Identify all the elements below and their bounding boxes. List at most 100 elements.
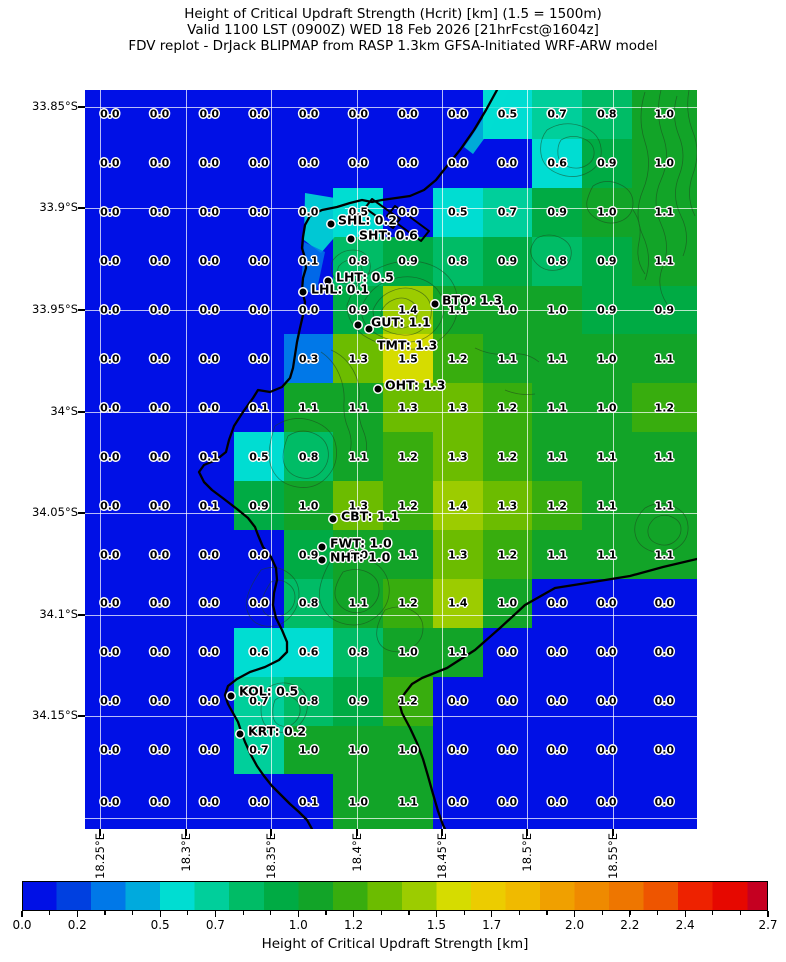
y-tick-mark — [78, 207, 85, 209]
y-tick-label: 33.95°S — [32, 302, 78, 316]
colorbar-tick-label: 2.2 — [620, 918, 640, 932]
graticule-line — [271, 90, 272, 829]
raster-cell — [283, 774, 334, 829]
raster-cell — [283, 627, 334, 677]
raster-cell — [532, 187, 582, 237]
x-tick-mark — [612, 829, 614, 836]
raster-cell — [432, 481, 483, 531]
raster-cell — [134, 90, 185, 139]
raster-cell — [85, 138, 135, 188]
raster-cell — [383, 90, 433, 139]
y-tick-mark — [78, 106, 85, 108]
colorbar-minor-tick — [767, 911, 769, 915]
graticule — [85, 90, 697, 829]
raster-cell — [631, 627, 697, 677]
raster-cell — [581, 578, 632, 628]
colorbar-minor-tick — [684, 911, 686, 915]
raster-cell — [532, 334, 582, 384]
y-tick-mark — [78, 309, 85, 311]
raster-cell — [184, 432, 235, 482]
colorbar-gradient — [22, 881, 768, 911]
raster-cell — [234, 187, 284, 237]
title-line-3: FDV replot - DrJack BLIPMAP from RASP 1.… — [128, 38, 658, 54]
raster-cell — [432, 432, 483, 482]
colorbar-minor-tick — [463, 911, 465, 915]
raster-cell — [581, 481, 632, 531]
graticule-line — [613, 90, 614, 829]
raster-cell — [383, 432, 433, 482]
colorbar-tick-label: 0.7 — [205, 918, 225, 932]
colorbar-major-tick — [352, 911, 355, 917]
raster-cell — [85, 627, 135, 677]
y-tick-mark — [78, 614, 85, 616]
colorbar-tick-label: 1.7 — [482, 918, 502, 932]
colorbar-minor-tick — [159, 911, 161, 915]
colorbar-major-tick — [76, 911, 78, 917]
raster-cell — [631, 334, 697, 384]
colorbar-minor-tick — [104, 911, 106, 915]
raster-cell — [631, 481, 697, 531]
raster-cell — [283, 481, 334, 531]
raster-cell — [532, 774, 582, 829]
raster-cell — [134, 530, 185, 579]
colorbar-minor-tick — [491, 911, 493, 915]
colorbar-minor-tick — [325, 911, 327, 915]
raster-cell — [482, 187, 533, 237]
raster-cell — [432, 383, 483, 433]
y-tick-mark — [78, 715, 85, 717]
raster-cell — [482, 774, 533, 829]
raster-cell — [134, 481, 185, 531]
colorbar-tick-label: 0.2 — [67, 918, 87, 932]
coastal-shallow-patches — [301, 90, 509, 294]
colorbar-major-tick — [684, 911, 686, 917]
colorbar-minor-tick — [76, 911, 78, 915]
x-tick-mark — [99, 829, 101, 836]
raster-cell — [85, 432, 135, 482]
coastline-false-bay — [397, 557, 697, 829]
raster-cell — [184, 627, 235, 677]
coastline — [197, 90, 697, 829]
raster-cell — [581, 334, 632, 384]
raster-cell — [234, 774, 284, 829]
raster-cell — [482, 481, 533, 531]
raster-cell — [283, 676, 334, 726]
raster-cell — [581, 530, 632, 579]
raster-cell — [85, 187, 135, 237]
raster-cell — [581, 187, 632, 237]
raster-cell — [432, 236, 483, 286]
x-tick-label: 18.3°E — [179, 833, 193, 872]
graticule-line — [85, 208, 697, 209]
raster-cell — [333, 774, 384, 829]
raster-cell — [184, 530, 235, 579]
raster-cell — [432, 187, 483, 237]
raster-cell — [184, 725, 235, 775]
colorbar-major-tick — [629, 911, 631, 917]
colorbar-tick-label: 1.2 — [344, 918, 364, 932]
graticule-line — [85, 107, 697, 108]
raster-cell — [184, 138, 235, 188]
x-tick-label: 18.25°E — [93, 833, 107, 879]
raster-cell — [283, 725, 334, 775]
raster-cell — [581, 236, 632, 286]
graticule-line — [85, 615, 697, 616]
colorbar-minor-tick — [656, 911, 659, 915]
raster-cell — [432, 334, 483, 384]
raster-cell — [234, 236, 284, 286]
raster-cell — [581, 383, 632, 433]
raster-cell — [134, 334, 185, 384]
raster-cell — [631, 774, 697, 829]
raster-cell — [283, 90, 334, 139]
raster-cell — [631, 383, 697, 433]
colorbar-minor-tick — [518, 911, 521, 915]
graticule-line — [527, 90, 528, 829]
raster-cell — [532, 627, 582, 677]
graticule-line — [85, 818, 697, 819]
raster-cell — [581, 676, 632, 726]
colorbar-major-tick — [214, 911, 216, 917]
raster-cell — [85, 530, 135, 579]
figure-title: Height of Critical Updraft Strength (Hcr… — [0, 6, 786, 54]
raster-cell — [184, 90, 235, 139]
colorbar-tick-label: 2.0 — [565, 918, 585, 932]
raster-cell — [333, 138, 384, 188]
